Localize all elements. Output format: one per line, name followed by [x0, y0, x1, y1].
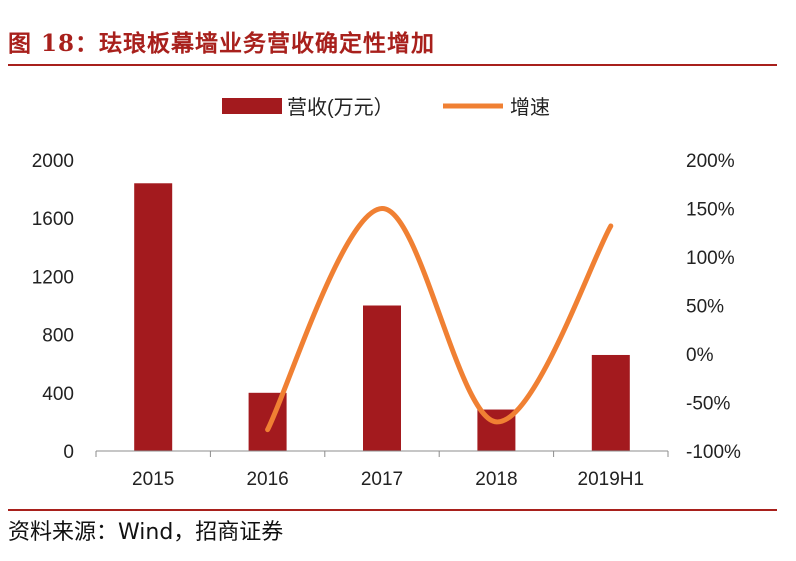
legend-line-label: 增速	[510, 96, 550, 119]
y-left-tick-label: 0	[63, 442, 74, 463]
y-right-tick-label: 0%	[686, 345, 714, 366]
source-note: 资料来源：Wind，招商证券	[8, 520, 284, 545]
y-left-tick-label: 1200	[32, 267, 74, 288]
y-right-tick-label: 50%	[686, 297, 724, 318]
y-left-tick-label: 2000	[32, 151, 74, 172]
growth-line	[265, 205, 614, 433]
y-right-tick-label: -50%	[686, 394, 730, 415]
y-left-tick-label: 800	[42, 326, 74, 347]
y-right-tick-label: -100%	[686, 442, 741, 463]
y-left-tick-label: 1600	[32, 209, 74, 230]
bar-2017	[363, 305, 401, 451]
legend-bar-label: 营收(万元）	[287, 96, 394, 119]
x-tick-label: 2018	[475, 469, 517, 490]
bar-2015	[134, 183, 173, 451]
y-left-tick-label: 400	[42, 384, 74, 405]
x-tick-label: 2015	[132, 469, 174, 490]
figure-title: 图 18：珐琅板幕墙业务营收确定性增加	[8, 30, 436, 57]
x-tick-label: 2016	[246, 469, 288, 490]
y-right-tick-label: 100%	[686, 248, 735, 269]
x-tick-label: 2019H1	[578, 469, 645, 490]
y-right-tick-label: 200%	[686, 151, 735, 172]
bar-2019H1	[591, 354, 630, 451]
title-divider	[8, 64, 777, 66]
x-tick-label: 2017	[361, 469, 403, 490]
legend-bar-swatch	[222, 98, 282, 114]
y-right-tick-label: 150%	[686, 200, 735, 221]
source-divider	[8, 509, 777, 511]
